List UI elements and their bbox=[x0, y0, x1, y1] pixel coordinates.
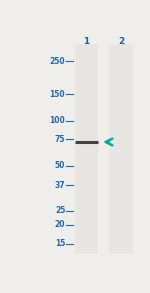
Text: 100: 100 bbox=[50, 116, 65, 125]
Text: 37: 37 bbox=[55, 180, 65, 190]
Text: 250: 250 bbox=[50, 57, 65, 66]
Text: 150: 150 bbox=[50, 90, 65, 99]
Text: 15: 15 bbox=[55, 239, 65, 248]
Text: 20: 20 bbox=[55, 220, 65, 229]
Text: 50: 50 bbox=[55, 161, 65, 170]
Bar bbox=[75, 44, 98, 254]
Text: 25: 25 bbox=[55, 206, 65, 215]
Bar bbox=[75, 44, 98, 254]
Text: 75: 75 bbox=[55, 135, 65, 144]
Bar bbox=[110, 44, 133, 254]
Bar bbox=[110, 44, 133, 254]
Text: 2: 2 bbox=[118, 38, 124, 46]
Text: 1: 1 bbox=[83, 38, 89, 46]
